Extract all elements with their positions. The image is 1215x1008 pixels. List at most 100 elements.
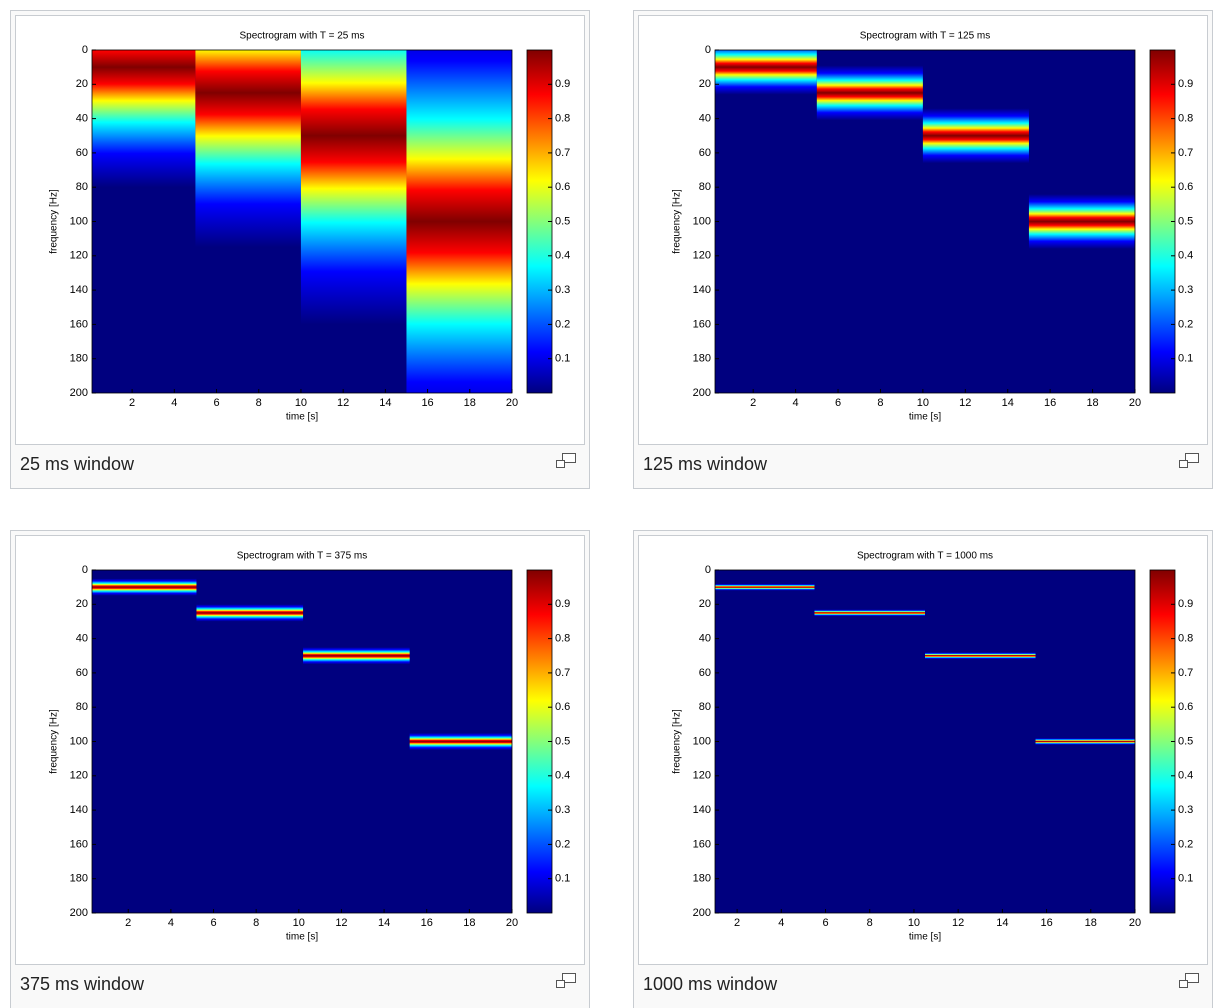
- enlarge-icon[interactable]: [556, 973, 576, 988]
- x-tick-label: 16: [1044, 397, 1056, 409]
- icon-part: [556, 460, 565, 468]
- colorbar-tick-label: 0.4: [1178, 250, 1193, 262]
- icon-part: [1185, 973, 1199, 983]
- colorbar-tick-label: 0.5: [555, 215, 570, 227]
- colorbar-tick-label: 0.3: [1178, 804, 1193, 816]
- y-axis-label: frequency [Hz]: [672, 189, 683, 254]
- icon-part: [562, 973, 576, 983]
- y-tick-label: 180: [693, 873, 711, 885]
- x-tick-label: 16: [1040, 917, 1052, 929]
- colorbar-tick-label: 0.7: [1178, 147, 1193, 159]
- x-tick-label: 6: [213, 397, 219, 409]
- bands: [715, 583, 1135, 745]
- y-tick-label: 200: [693, 907, 711, 919]
- bands: [92, 50, 512, 393]
- chart-title: Spectrogram with T = 1000 ms: [857, 551, 993, 562]
- y-tick-label: 120: [693, 250, 711, 262]
- enlarge-icon[interactable]: [556, 453, 576, 468]
- y-tick-label: 100: [693, 735, 711, 747]
- chart-title: Spectrogram with T = 375 ms: [237, 551, 368, 562]
- x-tick-label: 18: [464, 397, 476, 409]
- x-tick-label: 6: [835, 397, 841, 409]
- spectral-band: [816, 65, 923, 121]
- x-tick-label: 14: [1002, 397, 1014, 409]
- x-tick-label: 4: [778, 917, 784, 929]
- spectral-band: [814, 609, 925, 617]
- colorbar-tick-label: 0.9: [555, 78, 570, 90]
- x-tick-label: 20: [1129, 397, 1141, 409]
- y-tick-label: 100: [70, 735, 88, 747]
- y-axis-label: frequency [Hz]: [672, 709, 683, 774]
- x-tick-label: 12: [337, 397, 349, 409]
- x-tick-label: 14: [379, 397, 391, 409]
- x-tick-label: 18: [463, 917, 475, 929]
- y-tick-label: 120: [70, 250, 88, 262]
- x-tick-label: 2: [750, 397, 756, 409]
- y-tick-label: 40: [76, 633, 88, 645]
- y-tick-label: 80: [699, 701, 711, 713]
- colorbar-tick-label: 0.8: [555, 633, 570, 645]
- y-tick-label: 20: [76, 598, 88, 610]
- spectral-band: [925, 652, 1036, 660]
- x-tick-label: 18: [1085, 917, 1097, 929]
- x-tick-label: 2: [129, 397, 135, 409]
- y-axis-label: frequency [Hz]: [49, 189, 60, 254]
- colorbar-tick-label: 0.7: [1178, 667, 1193, 679]
- colorbar-tick-label: 0.5: [555, 735, 570, 747]
- x-tick-label: 10: [295, 397, 307, 409]
- colorbar-tick-label: 0.1: [555, 353, 570, 365]
- colorbar-tick-label: 0.2: [1178, 838, 1193, 850]
- caption: 375 ms window: [20, 974, 145, 994]
- enlarge-icon[interactable]: [1179, 973, 1199, 988]
- y-tick-label: 160: [693, 838, 711, 850]
- y-tick-label: 100: [70, 215, 88, 227]
- x-tick-label: 20: [1129, 917, 1141, 929]
- y-tick-label: 80: [76, 181, 88, 193]
- x-tick-label: 16: [421, 917, 433, 929]
- x-tick-label: 8: [256, 397, 262, 409]
- spectral-band: [300, 50, 407, 325]
- icon-part: [1179, 460, 1188, 468]
- y-tick-label: 140: [693, 804, 711, 816]
- x-tick-label: 10: [917, 397, 929, 409]
- spectral-band: [1035, 738, 1135, 745]
- bands: [715, 50, 1135, 249]
- x-tick-label: 8: [253, 917, 259, 929]
- y-tick-label: 160: [70, 838, 88, 850]
- y-tick-label: 0: [82, 44, 88, 56]
- y-tick-label: 160: [70, 318, 88, 330]
- colorbar-tick-label: 0.6: [1178, 181, 1193, 193]
- gallery-item: 2 4 6 8 10 12 14 16 18 20020406080100120140160180…: [633, 530, 1213, 1008]
- colorbar-tick-label: 0.9: [1178, 598, 1193, 610]
- chart-title: Spectrogram with T = 125 ms: [860, 31, 991, 42]
- y-tick-label: 40: [699, 113, 711, 125]
- colorbar-tick-label: 0.2: [555, 838, 570, 850]
- y-tick-label: 60: [699, 667, 711, 679]
- x-tick-label: 2: [734, 917, 740, 929]
- y-tick-label: 20: [699, 78, 711, 90]
- gallery-item: 2 4 6 8 10 12 14 16 18 20020406080100120140160180…: [10, 530, 590, 1008]
- spectral-band: [1028, 194, 1135, 249]
- y-tick-label: 80: [76, 701, 88, 713]
- spectral-band: [715, 50, 817, 95]
- colorbar-tick-label: 0.7: [555, 667, 570, 679]
- x-tick-label: 12: [952, 917, 964, 929]
- x-tick-label: 8: [867, 917, 873, 929]
- x-axis-label: time [s]: [909, 932, 941, 943]
- y-tick-label: 0: [705, 44, 711, 56]
- enlarge-icon[interactable]: [1179, 453, 1199, 468]
- x-axis-label: time [s]: [286, 412, 318, 423]
- x-tick-label: 12: [959, 397, 971, 409]
- x-tick-label: 6: [210, 917, 216, 929]
- colorbar-tick-label: 0.3: [555, 804, 570, 816]
- x-axis-label: time [s]: [286, 932, 318, 943]
- colorbar-tick-label: 0.8: [1178, 633, 1193, 645]
- spectral-band: [92, 578, 197, 596]
- colorbar: [1149, 49, 1176, 394]
- colorbar-tick-label: 0.6: [555, 701, 570, 713]
- gallery-item: 2 4 6 8 10 12 14 16 18 20020406080100120140160180…: [633, 10, 1213, 489]
- y-tick-label: 60: [76, 147, 88, 159]
- chart-title: Spectrogram with T = 25 ms: [240, 31, 365, 42]
- x-tick-label: 10: [293, 917, 305, 929]
